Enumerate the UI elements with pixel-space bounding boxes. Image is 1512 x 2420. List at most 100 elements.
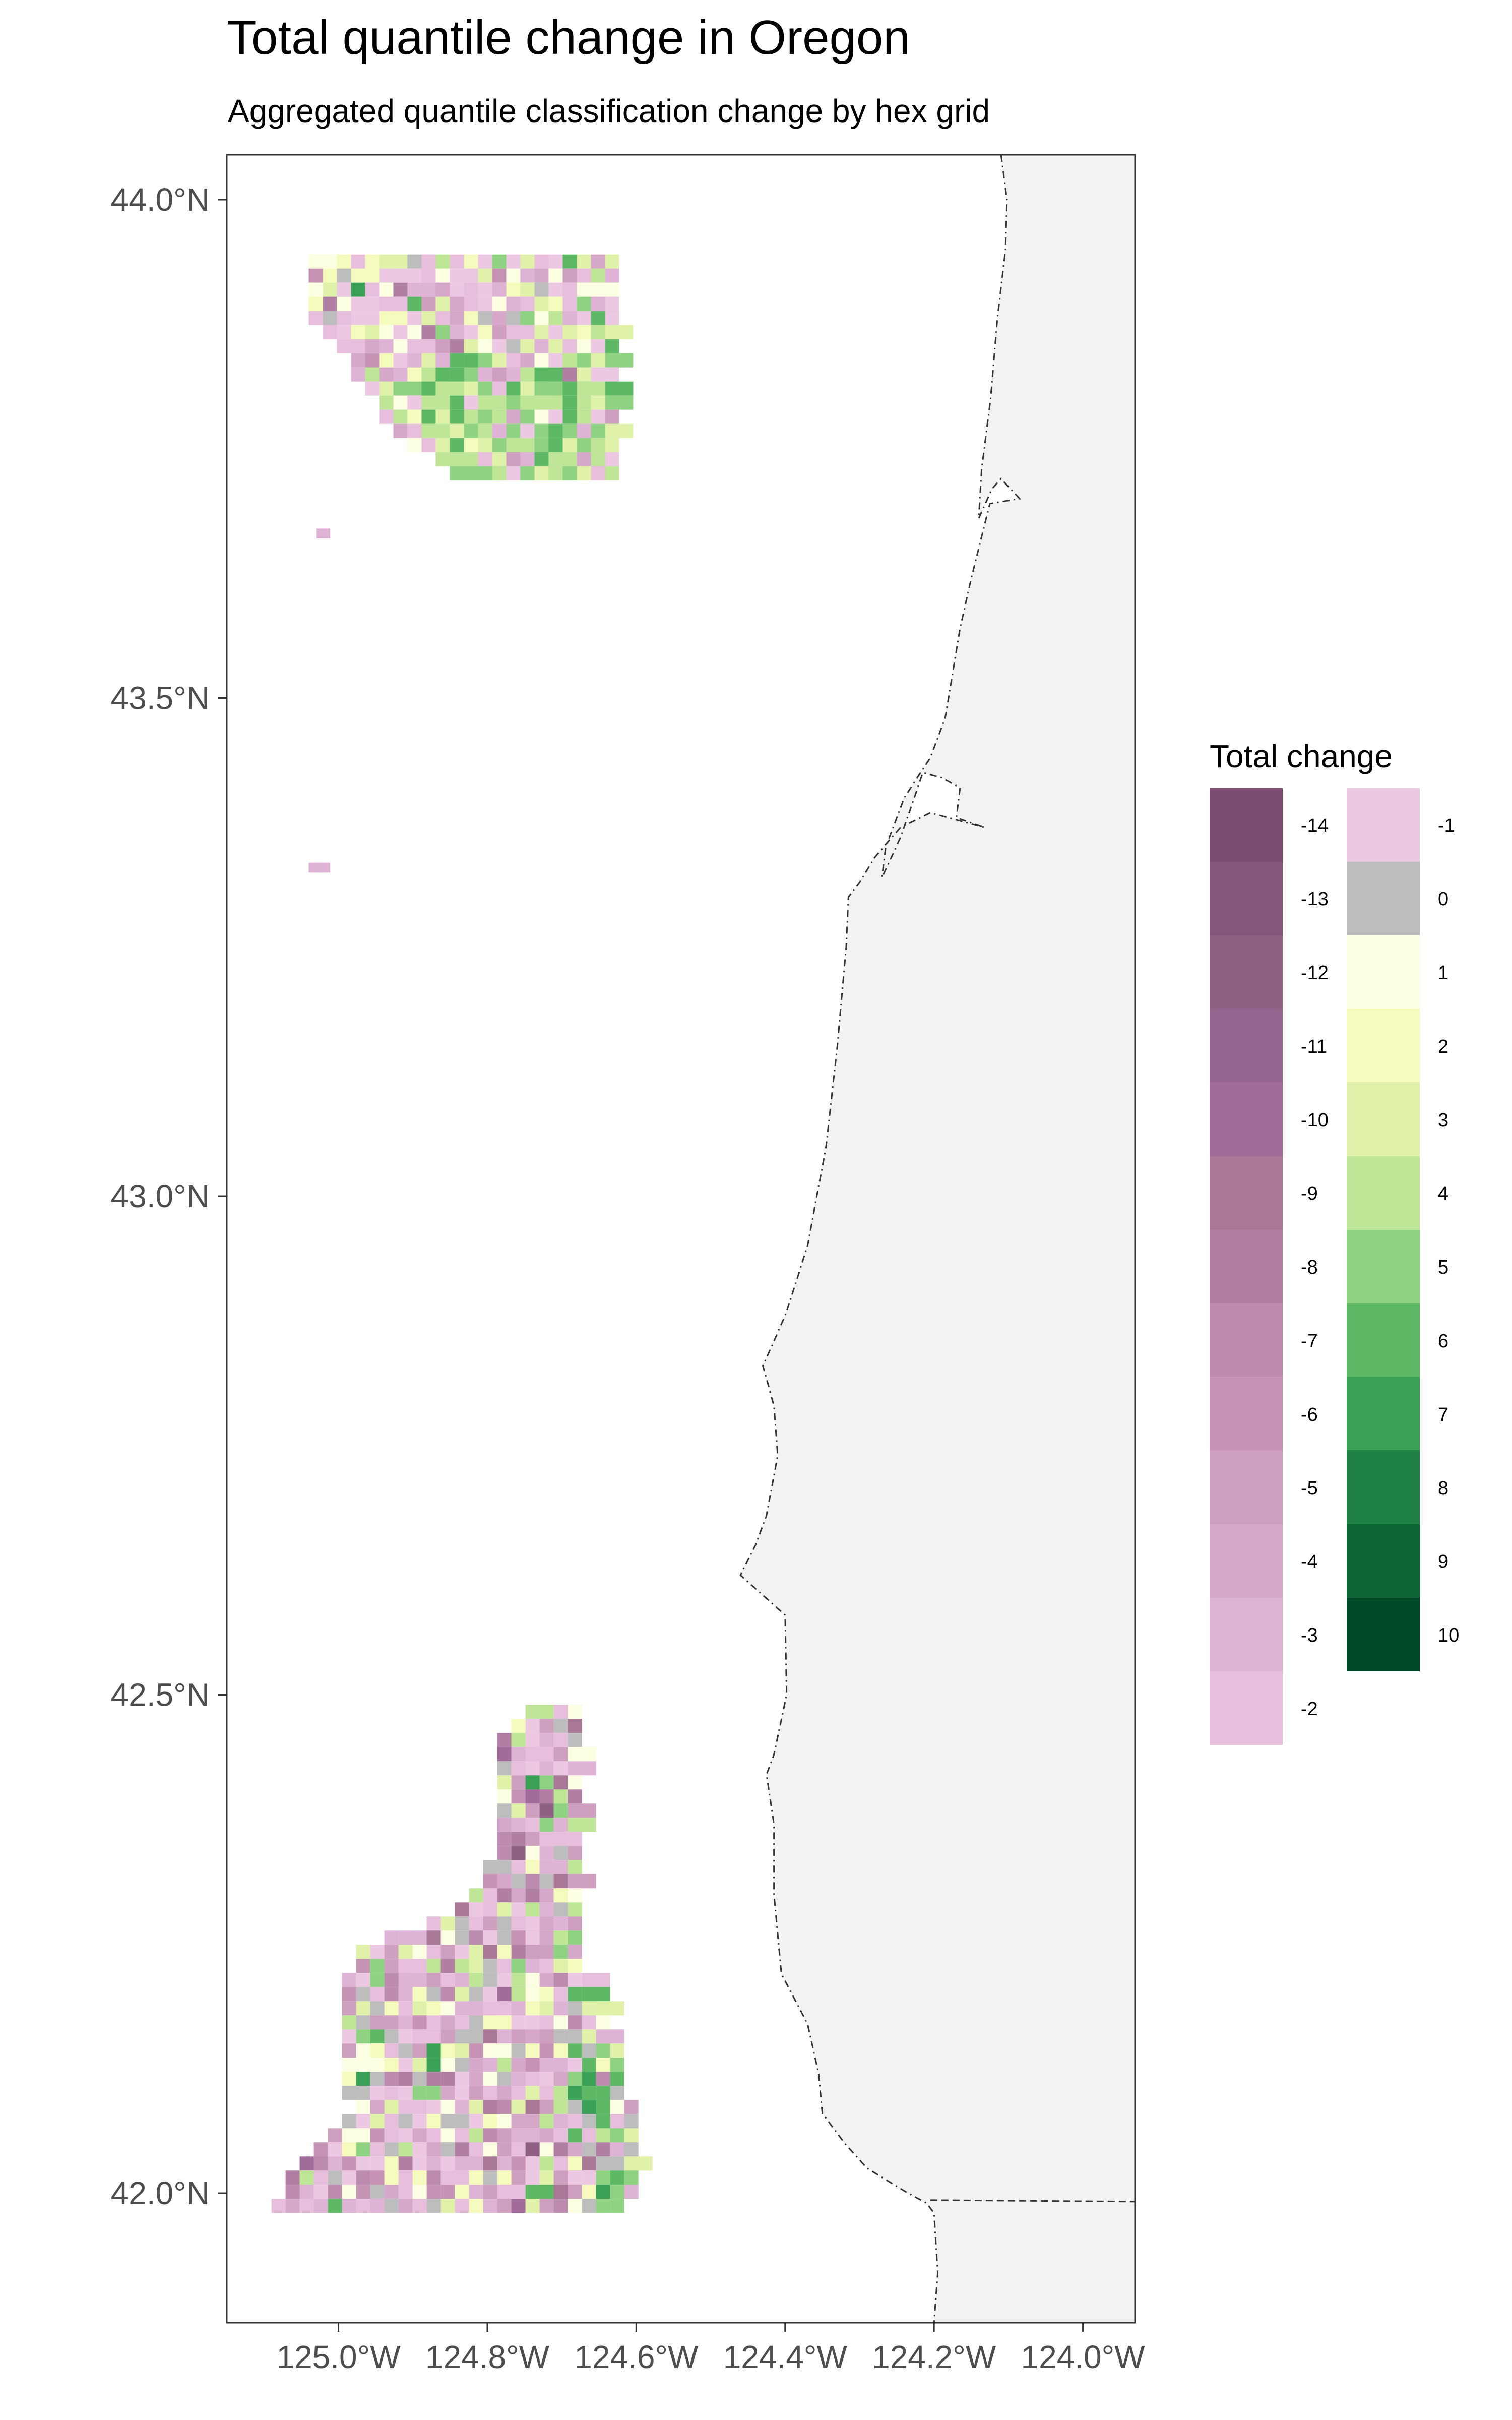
hex-cell (568, 2128, 582, 2143)
x-tick-label: 124.4°W (723, 2339, 848, 2375)
hex-cell (553, 1959, 568, 1973)
hex-cell (483, 2114, 497, 2129)
hex-cell (525, 1705, 540, 1719)
hex-cell (548, 254, 563, 269)
hex-cell (407, 367, 422, 382)
hex-cell (450, 438, 464, 452)
hex-cell (568, 1959, 582, 1973)
hex-cell (577, 311, 591, 325)
hex-cell (568, 1874, 596, 1889)
hex-cell (511, 2142, 526, 2157)
hex-cell (591, 395, 605, 410)
hex-cell (337, 311, 351, 325)
hex-cell (525, 1959, 540, 1973)
hex-cell (511, 1832, 526, 1846)
y-tick-label: 44.0°N (111, 182, 210, 218)
y-tick-label: 42.0°N (111, 2175, 210, 2211)
hex-cell (285, 2199, 300, 2213)
hex-cell (539, 2114, 554, 2129)
hex-cell (398, 1959, 413, 1973)
hex-cell (316, 528, 331, 538)
hex-cell (384, 1987, 399, 2002)
legend-key (1347, 788, 1420, 862)
legend-label: 4 (1438, 1183, 1448, 1204)
hex-cell (478, 254, 492, 269)
hex-cell (435, 395, 450, 410)
hex-cell (497, 1846, 512, 1860)
hex-cell (478, 381, 492, 396)
hex-cell (582, 1973, 610, 1987)
hex-cell (313, 2170, 328, 2185)
hex-cell (582, 2086, 596, 2100)
legend-label: -10 (1301, 1110, 1329, 1131)
hex-cell (525, 1818, 540, 1832)
legend-label: -9 (1301, 1183, 1318, 1204)
hex-cell (568, 2015, 582, 2030)
hex-cell (492, 438, 507, 452)
legend-label: -8 (1301, 1257, 1318, 1278)
hex-cell (421, 438, 436, 452)
hex-cell (605, 339, 619, 353)
hex-cell (492, 381, 507, 396)
hex-cell (497, 2114, 512, 2129)
hex-cell (464, 395, 478, 410)
hex-cell (577, 339, 591, 353)
hex-cell (407, 395, 422, 410)
hex-cell (328, 2128, 342, 2143)
hex-cell (534, 296, 549, 311)
hex-cell (553, 1860, 568, 1874)
legend-label: 9 (1438, 1551, 1448, 1572)
hex-cell (299, 2199, 314, 2213)
hex-cell (497, 2128, 512, 2143)
hex-cell (398, 2029, 413, 2044)
hex-cell (370, 2128, 385, 2143)
hex-cell (497, 2142, 512, 2157)
hex-cell (624, 2114, 639, 2129)
x-tick-label: 124.8°W (425, 2339, 550, 2375)
hex-cell (539, 2170, 554, 2185)
hex-cell (605, 438, 619, 452)
hex-cell (511, 1803, 526, 1818)
hex-cell (582, 2156, 596, 2171)
hex-cell (553, 2199, 568, 2213)
hex-cell (492, 395, 507, 410)
hex-cell (398, 1987, 413, 2002)
hex-cell (469, 2199, 483, 2213)
hex-cell (553, 2058, 568, 2072)
hex-cell (478, 339, 492, 353)
hex-cell (384, 2100, 399, 2114)
hex-cell (568, 1930, 582, 1945)
x-tick-label: 124.6°W (574, 2339, 699, 2375)
hex-cell (337, 254, 351, 269)
hex-cell (511, 2015, 526, 2030)
hex-cell (497, 1775, 512, 1790)
hex-cell (568, 2142, 582, 2157)
state-border (930, 2199, 1135, 2203)
hex-cell (506, 381, 521, 396)
hex-cell (548, 381, 563, 396)
hex-cell (562, 282, 577, 297)
x-tick-label: 124.0°W (1021, 2339, 1146, 2375)
hex-cell (624, 2142, 639, 2157)
hex-cell (525, 1719, 540, 1733)
hex-cell (577, 282, 591, 297)
hex-cell (506, 268, 521, 283)
hex-cell (553, 1945, 568, 1959)
hex-cell (412, 2170, 427, 2185)
hex-cell (497, 2058, 512, 2072)
hex-cell (426, 2114, 441, 2129)
hex-cell (478, 282, 492, 297)
hex-cell (464, 409, 478, 424)
hex-cell (450, 325, 464, 339)
coastline (739, 155, 1022, 2323)
hex-cell (577, 381, 591, 396)
hex-cell (511, 1846, 526, 1860)
legend: Total change-14-13-12-11-10-9-8-7-6-5-4-… (1210, 738, 1459, 1745)
hex-cell (568, 1818, 596, 1832)
hex-cell (520, 282, 535, 297)
hex-cell (440, 1916, 455, 1931)
hex-cell (553, 2086, 568, 2100)
hex-cell (568, 1846, 582, 1860)
hex-cell (384, 2185, 399, 2199)
